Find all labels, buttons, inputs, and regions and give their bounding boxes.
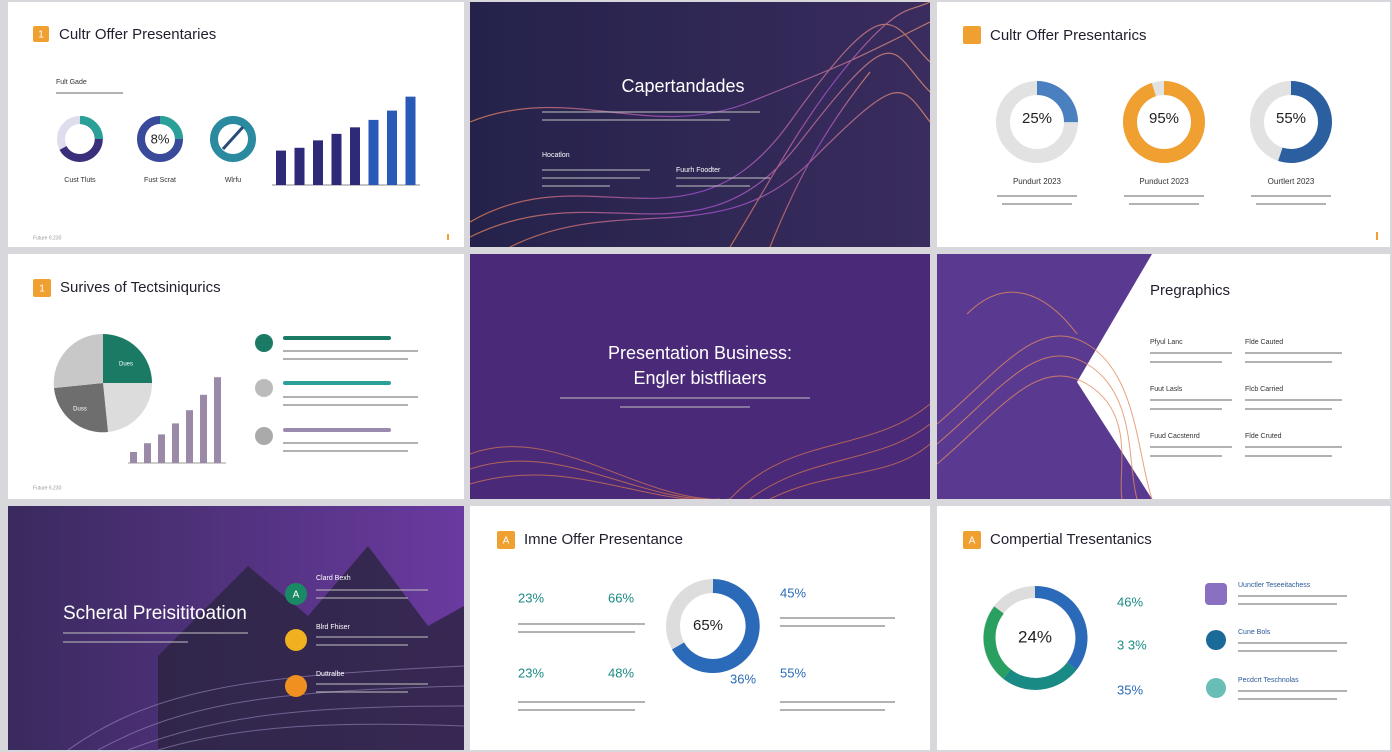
pie-label: Duss xyxy=(73,407,87,413)
badge: 1 xyxy=(39,284,45,295)
donut-label: Pundurt 2023 xyxy=(1013,177,1062,186)
item-title: Clard Bexh xyxy=(316,575,351,582)
slide-title: Surives of Tectsiniqurics xyxy=(60,279,221,296)
slide: Pregraphics Pfyul Lanc Flde Cauted Fuut … xyxy=(937,254,1390,499)
footer: Future 6.230 xyxy=(33,485,62,491)
stat: 3 3% xyxy=(1117,637,1147,652)
slide: A Imne Offer Presentance 65% 23% 66% 45%… xyxy=(470,506,930,750)
slide-canvas: Scheral Preisititoation A Clard Bexh Blr… xyxy=(8,506,464,750)
donut-value: 95% xyxy=(1149,110,1179,127)
slide-canvas: Pregraphics Pfyul Lanc Flde Cauted Fuut … xyxy=(937,254,1390,499)
bar xyxy=(368,119,379,185)
slide: A Compertial Tresentanics 24% 46% 3 3% 3… xyxy=(937,506,1390,750)
donut-arc xyxy=(1250,81,1332,163)
donut-arc xyxy=(1123,81,1205,163)
slide-title: Scheral Preisititoation xyxy=(63,603,247,624)
item-title: Cune Bols xyxy=(1238,629,1271,636)
donut-arc xyxy=(996,81,1078,163)
icon: A xyxy=(293,590,300,601)
donut-label: Wlrfu xyxy=(225,177,241,184)
item-title: Pfyul Lanc xyxy=(1150,339,1183,346)
slide: Presentation Business: Engler bistfliaer… xyxy=(470,254,930,499)
stat: 36% xyxy=(730,671,756,686)
badge: A xyxy=(503,536,510,547)
bar xyxy=(313,140,323,185)
slide: Scheral Preisititoation A Clard Bexh Blr… xyxy=(8,506,464,750)
item-title: Fuud Cacstenrd xyxy=(1150,433,1200,440)
bar xyxy=(331,133,342,185)
bar xyxy=(276,150,286,185)
bar xyxy=(350,127,360,185)
bar xyxy=(172,423,179,463)
slide-canvas: 1 Surives of Tectsiniqurics Dues Duss Fu… xyxy=(8,254,464,499)
badge: A xyxy=(969,536,976,547)
donut-value: 8% xyxy=(151,131,170,146)
slide-title: Cultr Offer Presentarics xyxy=(990,27,1146,44)
donut-value: 25% xyxy=(1022,110,1052,127)
stat: 46% xyxy=(1117,594,1143,609)
slide-title: Pregraphics xyxy=(1150,282,1230,299)
slide: Cultr Offer Presentarics 25% Pundurt 2023… xyxy=(937,2,1390,247)
bar xyxy=(130,452,137,463)
bar xyxy=(186,410,193,463)
donut-label: Fust Scrat xyxy=(144,177,176,184)
pie-label: Dues xyxy=(119,362,133,368)
bar xyxy=(144,443,151,463)
item-title: Uunctler Teseeitachess xyxy=(1238,582,1311,589)
donut-value: 24% xyxy=(1018,627,1052,646)
bar xyxy=(405,96,416,185)
donut-label: Punduct 2023 xyxy=(1139,177,1189,186)
slide-title: Compertial Tresentanics xyxy=(990,531,1152,548)
stat: 23% xyxy=(518,665,544,680)
bar xyxy=(294,147,305,185)
item-title: Flde Cruted xyxy=(1245,433,1282,440)
slide-canvas: 1 Cultr Offer Presentaries Fult Gade 8% … xyxy=(8,2,464,247)
subtitle: Fult Gade xyxy=(56,79,87,86)
item-title: Duttralbe xyxy=(316,671,345,678)
slide-title: Imne Offer Presentance xyxy=(524,531,683,548)
donut-value: 65% xyxy=(693,617,723,634)
item-title: Fuut Lasls xyxy=(1150,386,1183,393)
slide-title: Engler bistfliaers xyxy=(633,368,766,388)
stat: 23% xyxy=(518,590,544,605)
slide: 1 Surives of Tectsiniqurics Dues Duss Fu… xyxy=(8,254,464,499)
slide-title: Capertandades xyxy=(621,76,744,96)
subheading: Fuurh Foodter xyxy=(676,167,721,174)
donut-label: Cust Tluts xyxy=(64,177,96,184)
stat: 45% xyxy=(780,585,806,600)
bar xyxy=(214,377,221,463)
donut-value: 55% xyxy=(1276,110,1306,127)
slide-canvas: A Imne Offer Presentance 65% 23% 66% 45%… xyxy=(470,506,930,750)
donut-label: Ourtlert 2023 xyxy=(1268,177,1315,186)
bar xyxy=(387,110,397,185)
slide-canvas: A Compertial Tresentanics 24% 46% 3 3% 3… xyxy=(937,506,1390,750)
item-title: Flcb Carried xyxy=(1245,386,1283,393)
bar xyxy=(158,434,165,463)
slide-canvas: Capertandades Hocatlon Fuurh Foodter xyxy=(470,2,930,247)
heading: Hocatlon xyxy=(542,152,570,159)
slide: Capertandades Hocatlon Fuurh Foodter xyxy=(470,2,930,247)
stat: 48% xyxy=(608,665,634,680)
slide-canvas: Presentation Business: Engler bistfliaer… xyxy=(470,254,930,499)
stat: 35% xyxy=(1117,682,1143,697)
item-title: Pecdcrt Teschnolas xyxy=(1238,677,1299,684)
stat: 55% xyxy=(780,665,806,680)
slide-canvas: Cultr Offer Presentarics 25% Pundurt 2023… xyxy=(937,2,1390,247)
bar xyxy=(200,394,207,463)
item-title: Blrd Fhiser xyxy=(316,624,351,631)
stat: 66% xyxy=(608,590,634,605)
slide-title: Cultr Offer Presentaries xyxy=(59,26,216,43)
slide-title: Presentation Business: xyxy=(608,343,792,363)
slide: 1 Cultr Offer Presentaries Fult Gade 8% … xyxy=(8,2,464,247)
badge: 1 xyxy=(38,30,44,41)
item-title: Flde Cauted xyxy=(1245,339,1283,346)
footer: Future 6.230 xyxy=(33,235,62,241)
